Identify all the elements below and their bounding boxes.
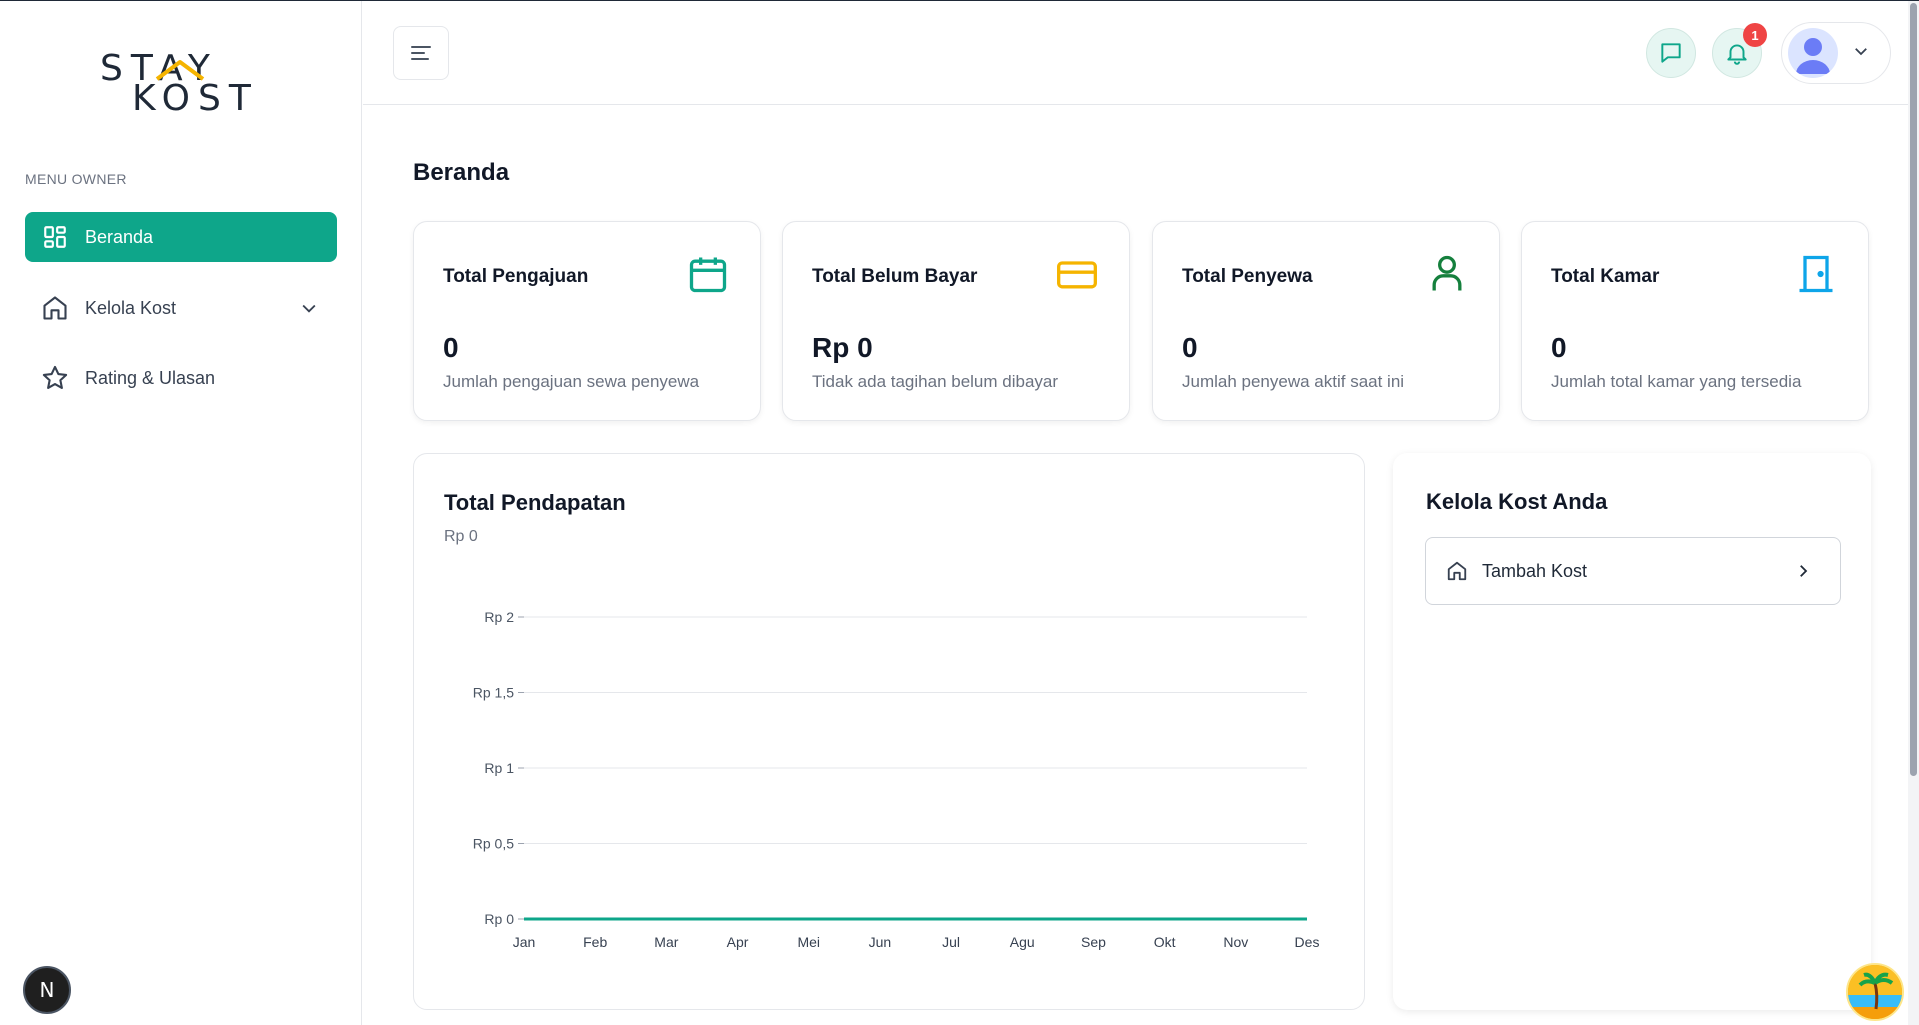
sidebar-item-kelola-kost[interactable]: Kelola Kost xyxy=(25,283,337,333)
messages-button[interactable] xyxy=(1646,28,1696,78)
revenue-total: Rp 0 xyxy=(444,528,478,545)
stat-card-belum-bayar: Total Belum Bayar Rp 0 Tidak ada tagihan… xyxy=(782,221,1130,421)
chevron-right-icon xyxy=(1794,562,1812,585)
home-icon xyxy=(1447,561,1467,581)
stat-card-kamar: Total Kamar 0 Jumlah total kamar yang te… xyxy=(1521,221,1869,421)
roof-icon xyxy=(155,60,205,81)
chevron-down-icon xyxy=(1852,42,1870,65)
revenue-title: Total Pendapatan xyxy=(444,490,626,515)
door-icon xyxy=(1799,255,1833,293)
chat-icon xyxy=(1661,43,1681,63)
star-icon xyxy=(41,364,69,392)
notification-badge: 1 xyxy=(1743,23,1767,47)
sidebar-item-label: Beranda xyxy=(85,226,154,247)
dev-tools-button[interactable]: N xyxy=(23,966,71,1014)
menu-icon xyxy=(411,46,431,60)
notifications-button[interactable]: 1 xyxy=(1712,23,1767,78)
stat-description: Jumlah pengajuan sewa penyewa xyxy=(443,372,700,391)
y-tick-label: Rp 1 xyxy=(484,760,514,776)
logo-line-2: KOST xyxy=(132,78,259,119)
page-title: Beranda xyxy=(413,159,510,186)
x-tick-label: Feb xyxy=(583,934,607,950)
beach-widget-icon[interactable] xyxy=(1846,963,1904,1021)
stat-description: Jumlah penyewa aktif saat ini xyxy=(1182,372,1405,391)
revenue-line-chart: Rp 0 Rp 0,5 Rp 1 Rp 1,5 Rp 2 Jan Feb Mar Apr Mei J… xyxy=(473,609,1320,950)
sidebar-item-beranda[interactable]: Beranda xyxy=(25,212,337,262)
dashboard-icon xyxy=(41,223,69,251)
chevron-down-icon xyxy=(299,298,319,323)
stay-kost-logo[interactable]: STAY KOST xyxy=(100,51,260,121)
top-header: 1 xyxy=(363,1,1919,105)
menu-heading: MENU OWNER xyxy=(25,171,127,187)
stat-title: Total Belum Bayar xyxy=(812,266,978,287)
x-tick-label: Nov xyxy=(1223,934,1248,950)
stat-value: Rp 0 xyxy=(812,332,873,363)
stat-title: Total Pengajuan xyxy=(443,266,589,287)
x-tick-label: Mei xyxy=(797,934,820,950)
avatar xyxy=(1788,28,1838,78)
user-avatar-icon xyxy=(1796,38,1830,74)
stat-value: 0 xyxy=(443,332,459,363)
y-tick-label: Rp 2 xyxy=(484,609,514,625)
sidebar-item-label: Kelola Kost xyxy=(85,297,177,318)
sidebar-item-label: Rating & Ulasan xyxy=(85,367,216,388)
x-tick-label: Okt xyxy=(1154,934,1176,950)
x-tick-label: Jan xyxy=(513,934,536,950)
add-kost-button[interactable]: Tambah Kost xyxy=(1425,537,1841,605)
add-kost-label: Tambah Kost xyxy=(1482,560,1588,581)
revenue-chart-card: Total Pendapatan Rp 0 Rp 0 Rp 0,5 Rp 1 Rp 1… xyxy=(413,453,1365,1010)
x-tick-label: Jun xyxy=(869,934,892,950)
stat-card-pengajuan: Total Pengajuan 0 Jumlah pengajuan sewa … xyxy=(413,221,761,421)
x-tick-label: Jul xyxy=(942,934,960,950)
y-tick-label: Rp 0 xyxy=(484,911,514,927)
x-tick-label: Apr xyxy=(727,934,749,950)
calendar-icon xyxy=(689,257,727,293)
stat-card-penyewa: Total Penyewa 0 Jumlah penyewa aktif saa… xyxy=(1152,221,1500,421)
stat-value: 0 xyxy=(1551,332,1567,363)
x-tick-label: Des xyxy=(1295,934,1320,950)
x-tick-label: Agu xyxy=(1010,934,1035,950)
bell-icon xyxy=(1727,44,1747,65)
manage-kost-card: Kelola Kost Anda Tambah Kost xyxy=(1393,453,1871,1010)
credit-card-icon xyxy=(1057,261,1097,289)
menu-toggle-button[interactable] xyxy=(393,26,449,80)
stat-title: Total Kamar xyxy=(1551,266,1660,287)
sidebar: STAY KOST MENU OWNER Beranda Kelola Kost xyxy=(0,1,362,1025)
user-icon xyxy=(1432,255,1462,291)
y-tick-label: Rp 0,5 xyxy=(473,836,514,852)
stat-description: Tidak ada tagihan belum dibayar xyxy=(812,372,1059,391)
x-tick-label: Sep xyxy=(1081,934,1106,950)
manage-title: Kelola Kost Anda xyxy=(1426,489,1608,514)
stat-title: Total Penyewa xyxy=(1182,266,1313,287)
sidebar-item-rating-ulasan[interactable]: Rating & Ulasan xyxy=(25,353,337,403)
page-scrollbar[interactable] xyxy=(1908,1,1919,1025)
profile-menu-button[interactable] xyxy=(1781,22,1891,84)
stat-value: 0 xyxy=(1182,332,1198,363)
stat-description: Jumlah total kamar yang tersedia xyxy=(1551,372,1802,391)
scrollbar-thumb[interactable] xyxy=(1910,3,1917,776)
home-icon xyxy=(41,294,69,322)
x-tick-label: Mar xyxy=(654,934,678,950)
y-tick-label: Rp 1,5 xyxy=(473,685,514,701)
